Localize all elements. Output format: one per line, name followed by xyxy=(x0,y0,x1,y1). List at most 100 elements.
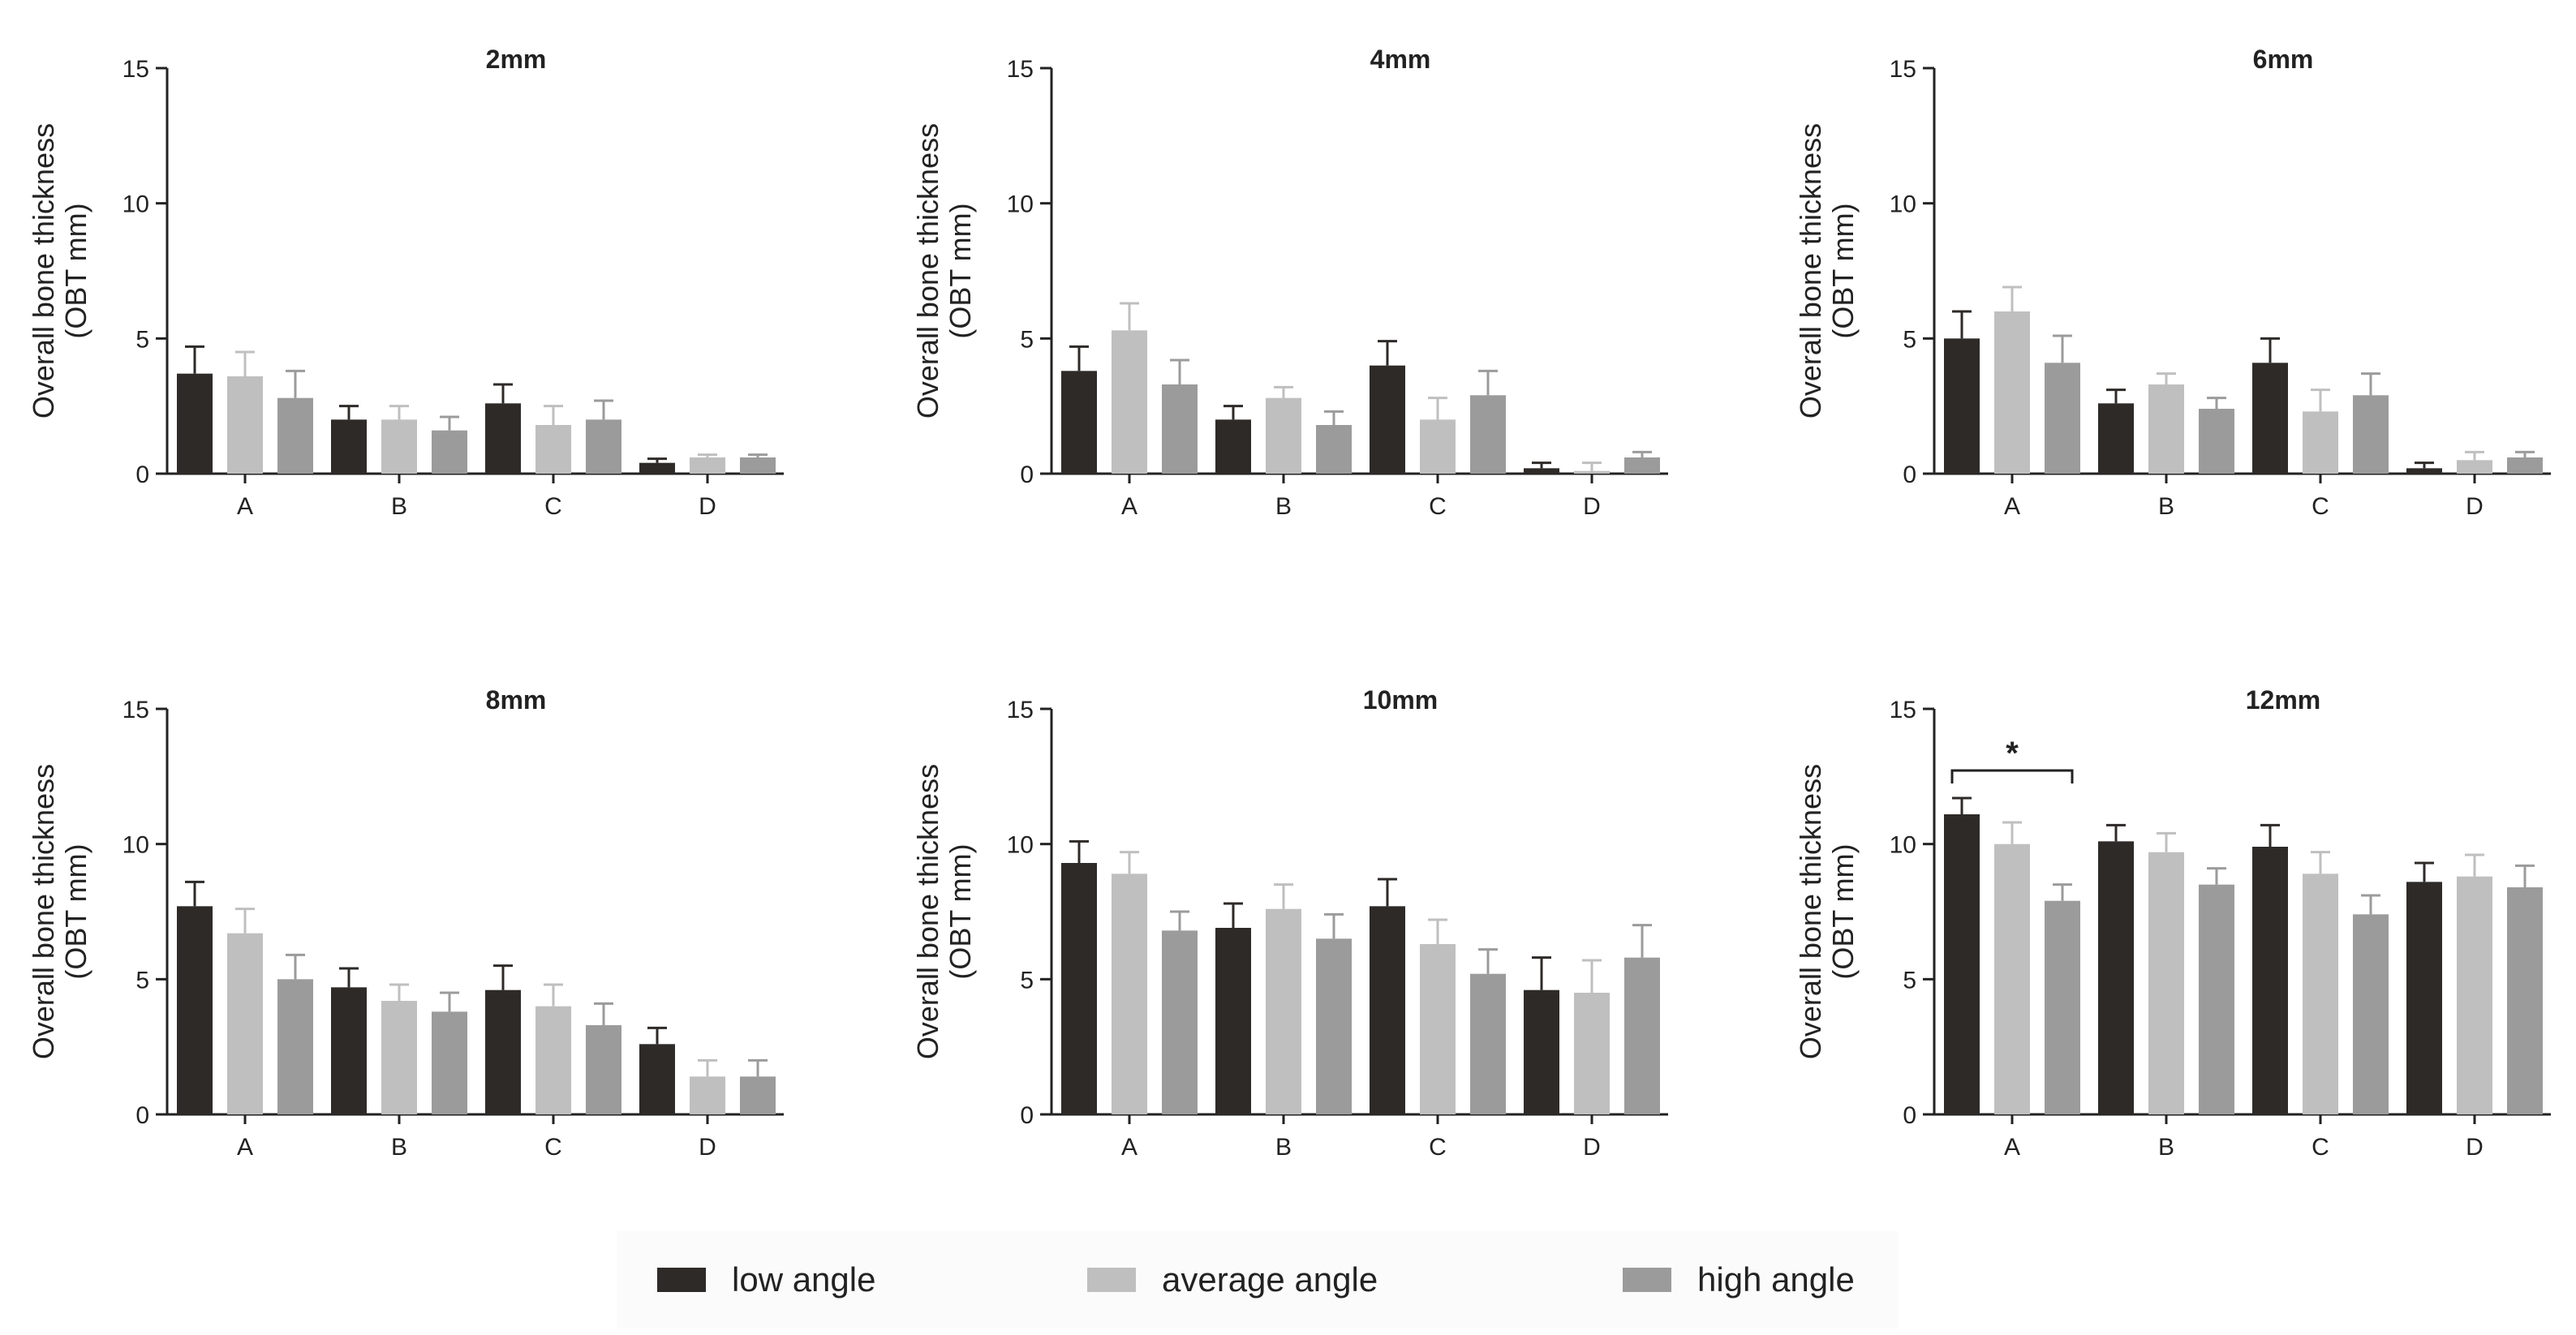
bar-high-angle-d xyxy=(2507,457,2543,474)
y-tick-label: 15 xyxy=(1007,697,1034,723)
x-tick-label: C xyxy=(1429,1134,1447,1161)
chart-title: 2mm xyxy=(486,45,547,74)
chart-title: 6mm xyxy=(2253,45,2314,74)
bar-low-angle-d xyxy=(2406,468,2442,474)
bar-average-angle-a xyxy=(1112,330,1147,474)
bar-low-angle-c xyxy=(2252,847,2288,1114)
chart-panel-8mm: 8mm Overall bone thickness (OBT mm) 0 5 10 15 A… xyxy=(27,685,784,1161)
y-axis-label-unit: (OBT mm) xyxy=(1826,843,1860,979)
x-tick-label: D xyxy=(2466,493,2484,520)
bar-average-angle-c xyxy=(2303,411,2338,474)
x-tick-label: B xyxy=(1275,1134,1292,1161)
bar-average-angle-d xyxy=(2457,460,2492,474)
bar-high-angle-a xyxy=(1162,384,1198,474)
bar-average-angle-d xyxy=(1574,470,1610,474)
chart-title: 12mm xyxy=(2246,685,2321,715)
x-tick-label: C xyxy=(544,1134,562,1161)
y-tick-label: 0 xyxy=(1020,1102,1034,1129)
bar-high-angle-c xyxy=(1470,973,1506,1114)
legend-item-high-angle: high angle xyxy=(1623,1231,1855,1329)
bar-low-angle-d xyxy=(2406,882,2442,1114)
bar-low-angle-b xyxy=(1215,928,1251,1114)
chart-panel-12mm: 12mm Overall bone thickness (OBT mm) 0 5 10 15… xyxy=(1794,685,2551,1161)
bar-high-angle-c xyxy=(2353,395,2389,474)
y-tick-label: 15 xyxy=(1007,56,1034,83)
bar-high-angle-c xyxy=(586,419,621,474)
bar-low-angle-c xyxy=(485,989,521,1114)
bar-average-angle-c xyxy=(2303,874,2338,1114)
bar-high-angle-d xyxy=(740,457,776,474)
bar-low-angle-b xyxy=(331,987,367,1114)
chart-panel-2mm: 2mm Overall bone thickness (OBT mm) 0 5 10 15 A… xyxy=(27,45,784,520)
y-tick-label: 10 xyxy=(123,191,149,218)
y-tick-label: 15 xyxy=(123,56,149,83)
bar-average-angle-c xyxy=(1420,944,1456,1114)
x-tick-label: A xyxy=(1121,1134,1137,1161)
chart-title: 8mm xyxy=(486,685,547,715)
legend-label-low-angle: low angle xyxy=(732,1260,876,1299)
x-tick-label: D xyxy=(1583,493,1601,520)
x-tick-label: D xyxy=(1583,1134,1601,1161)
x-tick-label: B xyxy=(391,493,407,520)
bar-average-angle-d xyxy=(1574,993,1610,1114)
y-axis-label-unit: (OBT mm) xyxy=(1826,203,1860,338)
y-tick-label: 10 xyxy=(123,832,149,859)
bar-high-angle-d xyxy=(2507,887,2543,1114)
bar-low-angle-c xyxy=(485,403,521,474)
y-axis-label: Overall bone thickness xyxy=(911,123,944,419)
bar-average-angle-b xyxy=(2148,384,2184,474)
x-tick-label: B xyxy=(2158,1134,2174,1161)
bar-high-angle-a xyxy=(2045,900,2080,1114)
y-axis-label-unit: (OBT mm) xyxy=(944,203,977,338)
x-tick-label: B xyxy=(2158,493,2174,520)
bar-low-angle-d xyxy=(1524,989,1559,1114)
bar-low-angle-c xyxy=(1370,906,1405,1114)
legend: low angle average angle high angle xyxy=(617,1231,1899,1329)
bar-average-angle-a xyxy=(1112,874,1147,1114)
x-tick-label: D xyxy=(699,1134,716,1161)
bar-high-angle-d xyxy=(1624,957,1660,1114)
bar-high-angle-a xyxy=(2045,363,2080,474)
bar-average-angle-b xyxy=(381,1001,417,1114)
legend-item-low-angle: low angle xyxy=(657,1231,875,1329)
y-axis-label-unit: (OBT mm) xyxy=(59,203,92,338)
x-tick-label: C xyxy=(544,493,562,520)
bar-high-angle-c xyxy=(586,1025,621,1114)
chart-panel-6mm: 6mm Overall bone thickness (OBT mm) 0 5 10 15 A… xyxy=(1794,45,2551,520)
y-axis-label: Overall bone thickness xyxy=(911,764,944,1059)
y-axis-label: Overall bone thickness xyxy=(1794,764,1827,1059)
bar-average-angle-b xyxy=(381,419,417,474)
bar-high-angle-d xyxy=(740,1076,776,1114)
bar-average-angle-a xyxy=(1994,311,2030,474)
bar-average-angle-d xyxy=(690,457,725,474)
y-tick-label: 10 xyxy=(1890,832,1916,859)
y-tick-label: 15 xyxy=(1890,697,1916,723)
bar-average-angle-b xyxy=(1266,397,1301,474)
y-tick-label: 0 xyxy=(1020,461,1034,488)
bar-high-angle-b xyxy=(432,430,467,474)
bar-low-angle-c xyxy=(2252,363,2288,474)
y-tick-label: 5 xyxy=(1903,326,1916,353)
legend-label-high-angle: high angle xyxy=(1697,1260,1855,1299)
bar-average-angle-c xyxy=(535,425,571,474)
x-tick-label: A xyxy=(2004,1134,2020,1161)
y-tick-label: 10 xyxy=(1890,191,1916,218)
bar-low-angle-c xyxy=(1370,365,1405,474)
bar-high-angle-c xyxy=(1470,395,1506,474)
x-tick-label: C xyxy=(2312,493,2329,520)
bar-high-angle-a xyxy=(277,979,313,1114)
bar-low-angle-d xyxy=(1524,468,1559,474)
legend-item-average-angle: average angle xyxy=(1087,1231,1378,1329)
chart-title: 10mm xyxy=(1363,685,1439,715)
bar-average-angle-c xyxy=(535,1006,571,1114)
x-tick-label: A xyxy=(237,493,253,520)
bar-high-angle-b xyxy=(1316,425,1352,474)
y-axis-label: Overall bone thickness xyxy=(27,764,60,1059)
bar-high-angle-b xyxy=(432,1011,467,1114)
bar-high-angle-c xyxy=(2353,914,2389,1114)
bar-high-angle-a xyxy=(1162,930,1198,1114)
significance-bracket xyxy=(1950,769,2074,783)
bar-low-angle-b xyxy=(331,419,367,474)
bar-high-angle-b xyxy=(2199,409,2234,474)
